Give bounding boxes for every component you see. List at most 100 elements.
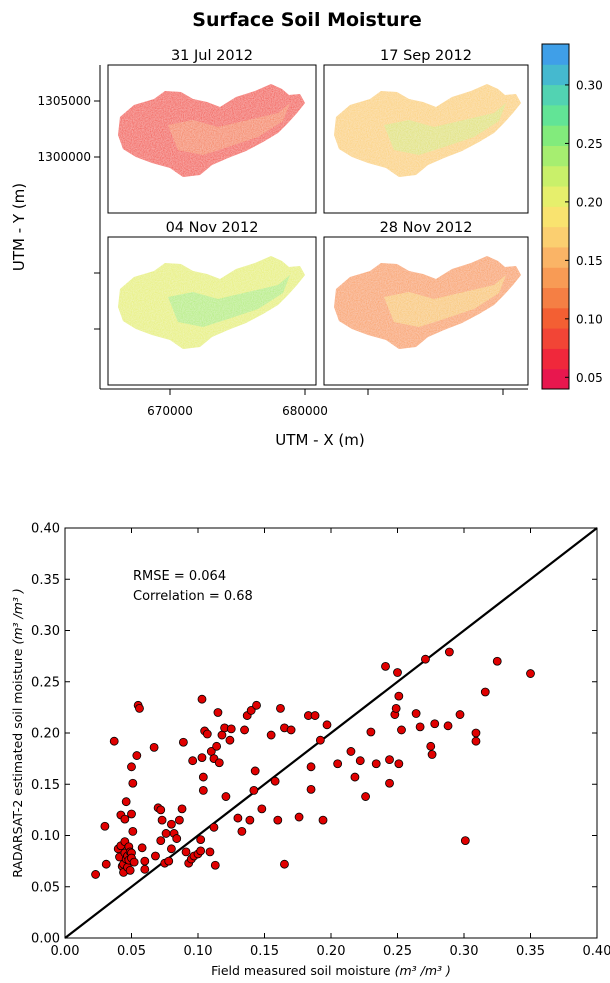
x-tick-label: 0.30 (450, 944, 479, 959)
data-point (306, 784, 316, 794)
colorbar-segment (542, 246, 569, 268)
data-point (430, 719, 440, 729)
map-panel-date: 31 Jul 2012 (171, 48, 253, 64)
data-point (196, 835, 206, 844)
data-point (127, 762, 136, 772)
data-point (361, 792, 370, 801)
data-point (233, 813, 243, 823)
data-point (157, 815, 167, 825)
colorbar-segment (542, 307, 569, 329)
data-point (415, 722, 425, 732)
map-panel-date: 28 Nov 2012 (380, 220, 473, 236)
colorbar-segment (542, 267, 569, 289)
data-point (310, 711, 320, 720)
colorbar-segment (542, 64, 569, 86)
data-point (355, 756, 365, 766)
data-point (128, 827, 138, 836)
data-point (492, 656, 502, 666)
data-point (205, 847, 215, 857)
y-tick-label: 0.15 (31, 778, 60, 793)
map-panel: 31 Jul 2012 (107, 48, 317, 214)
data-point (249, 786, 259, 795)
y-tick-label: 0.30 (31, 624, 60, 639)
colorbar-segment (542, 348, 569, 370)
data-point (394, 759, 404, 769)
catchment-map (118, 256, 305, 349)
map-x-tick-label: 670000 (147, 404, 193, 418)
rmse-annotation: RMSE = 0.064 (133, 569, 226, 584)
data-point (177, 804, 187, 814)
data-point (197, 753, 207, 762)
data-point (213, 708, 223, 717)
data-point (443, 721, 453, 731)
data-point (394, 691, 404, 701)
scatter-ticks: 0.00 0.05 0.10 0.15 0.20 0.25 0.30 0.35 0.40 0.00… (31, 522, 610, 960)
colorbar-segment (542, 368, 569, 390)
data-point (127, 809, 136, 819)
colorbar-tick-label: 0.15 (576, 254, 603, 268)
data-point (444, 647, 454, 657)
data-point (455, 710, 465, 719)
scatter-xlabel-units: (m³ /m³ ) (395, 963, 451, 978)
scatter-ylabel-units: (m³ /m³ ) (10, 588, 25, 644)
data-point (214, 758, 224, 768)
data-point (140, 856, 150, 866)
catchment-map (334, 256, 521, 349)
scatter-xlabel: Field measured soil moisture (m³ /m³ ) (211, 963, 451, 978)
data-point (273, 815, 283, 825)
data-point (174, 815, 184, 825)
data-point (140, 864, 150, 874)
data-point (197, 694, 207, 704)
data-point (276, 704, 285, 713)
y-tick-label: 0.40 (31, 522, 60, 537)
data-point (294, 812, 304, 822)
colorbar-segment (542, 104, 569, 126)
data-point (128, 778, 138, 788)
data-point (100, 821, 110, 831)
wetter-zone (168, 103, 290, 155)
colorbar-segment (542, 165, 569, 187)
colorbar-frame (541, 43, 570, 390)
data-point (221, 792, 231, 801)
data-point (178, 737, 188, 747)
data-point (196, 846, 206, 856)
maps-title: Surface Soil Moisture (192, 9, 421, 31)
wetter-zone (168, 275, 290, 327)
map-x-tick-label: 680000 (282, 404, 328, 418)
y-tick-label: 0.35 (31, 573, 60, 588)
x-tick-label: 0.15 (250, 944, 279, 959)
colorbar-tick-label: 0.25 (576, 137, 603, 151)
data-point (120, 814, 130, 824)
data-point (270, 776, 280, 786)
data-point (471, 728, 481, 738)
data-point (164, 856, 174, 866)
map-axes (99, 65, 528, 390)
map-panel: 04 Nov 2012 (107, 220, 317, 386)
catchment-map (334, 84, 521, 177)
maps-xlabel: UTM - X (m) (275, 431, 364, 449)
data-point (427, 750, 437, 759)
x-tick-label: 0.00 (51, 944, 80, 959)
data-point (109, 736, 119, 746)
data-point (318, 815, 328, 825)
data-point (198, 772, 208, 782)
data-point (366, 727, 376, 737)
map-panel-date: 17 Sep 2012 (380, 48, 472, 64)
colorbar-tick-label: 0.05 (576, 371, 603, 385)
data-point (149, 742, 159, 752)
scatter-ylabel-text: RADARSAT-2 estimated soil moisture (10, 648, 25, 878)
data-point (202, 729, 212, 739)
data-point (156, 805, 166, 815)
data-point (315, 735, 325, 745)
data-point (306, 762, 316, 772)
data-point (125, 865, 135, 875)
data-point (161, 829, 171, 838)
data-point (156, 836, 166, 846)
wetter-zone (384, 103, 506, 155)
data-point (209, 822, 219, 832)
data-point (393, 668, 402, 677)
colorbar-segment (542, 44, 569, 65)
scatter-xlabel-text: Field measured soil moisture (211, 963, 391, 978)
data-point (137, 843, 147, 853)
data-point (385, 755, 394, 765)
